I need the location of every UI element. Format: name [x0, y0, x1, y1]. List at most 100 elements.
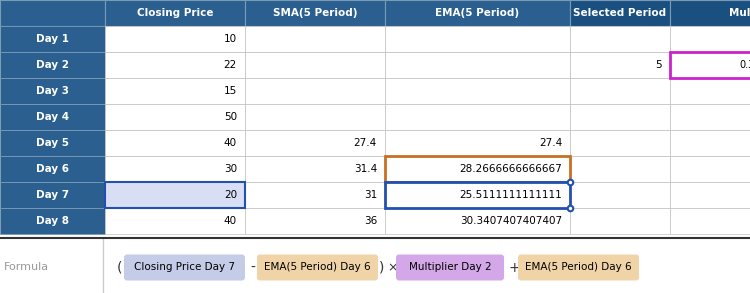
Bar — [570, 208, 670, 234]
FancyBboxPatch shape — [396, 255, 504, 280]
Bar — [670, 130, 750, 156]
Bar — [385, 104, 570, 130]
Bar — [0, 0, 105, 26]
Bar — [105, 78, 245, 104]
Bar — [570, 130, 670, 156]
Bar — [245, 104, 385, 130]
Text: Day 2: Day 2 — [36, 60, 69, 70]
Bar — [0, 26, 105, 52]
Bar — [105, 182, 245, 208]
Text: 30.3407407407407: 30.3407407407407 — [460, 216, 562, 226]
Text: Formula: Formula — [4, 263, 50, 272]
Text: ): ) — [379, 260, 384, 275]
Bar — [385, 156, 570, 182]
Text: Day 3: Day 3 — [36, 86, 69, 96]
Bar — [570, 52, 670, 78]
Text: Closing Price: Closing Price — [136, 8, 213, 18]
Bar — [105, 26, 245, 52]
Bar — [385, 0, 570, 26]
Bar — [105, 130, 245, 156]
Text: 31: 31 — [364, 190, 377, 200]
Bar — [105, 104, 245, 130]
Text: Day 6: Day 6 — [36, 164, 69, 174]
Bar — [385, 130, 570, 156]
Text: Multiplier Day 2: Multiplier Day 2 — [409, 263, 491, 272]
Bar — [0, 130, 105, 156]
Bar — [105, 156, 245, 182]
Text: +: + — [509, 260, 520, 275]
Bar — [670, 208, 750, 234]
Bar — [245, 156, 385, 182]
Text: Closing Price Day 7: Closing Price Day 7 — [134, 263, 235, 272]
Text: 15: 15 — [224, 86, 237, 96]
Text: Multiplier: Multiplier — [729, 8, 750, 18]
Text: Selected Period: Selected Period — [574, 8, 667, 18]
Text: 25.5111111111111: 25.5111111111111 — [459, 190, 562, 200]
Bar — [385, 182, 570, 208]
Bar — [385, 78, 570, 104]
Text: 0.333333333333333: 0.333333333333333 — [739, 60, 750, 70]
Text: 27.4: 27.4 — [354, 138, 377, 148]
Bar — [670, 52, 750, 78]
FancyBboxPatch shape — [518, 255, 639, 280]
Text: 50: 50 — [224, 112, 237, 122]
Bar — [670, 52, 750, 78]
Bar — [0, 104, 105, 130]
Text: 5: 5 — [656, 60, 662, 70]
Text: ×: × — [387, 261, 398, 274]
Bar — [670, 26, 750, 52]
Bar — [670, 104, 750, 130]
Text: 27.4: 27.4 — [538, 138, 562, 148]
Text: 40: 40 — [224, 216, 237, 226]
Bar — [570, 104, 670, 130]
Bar — [0, 52, 105, 78]
Bar — [245, 0, 385, 26]
Text: Day 4: Day 4 — [36, 112, 69, 122]
Text: EMA(5 Period) Day 6: EMA(5 Period) Day 6 — [525, 263, 632, 272]
Bar — [570, 0, 670, 26]
Bar — [570, 156, 670, 182]
Text: EMA(5 Period) Day 6: EMA(5 Period) Day 6 — [264, 263, 370, 272]
Bar — [385, 52, 570, 78]
Bar — [245, 26, 385, 52]
Text: 31.4: 31.4 — [354, 164, 377, 174]
Bar — [245, 208, 385, 234]
Bar — [105, 52, 245, 78]
FancyBboxPatch shape — [124, 255, 245, 280]
Bar — [245, 78, 385, 104]
Bar — [245, 130, 385, 156]
Text: 28.2666666666667: 28.2666666666667 — [459, 164, 562, 174]
Bar — [570, 26, 670, 52]
Bar — [570, 78, 670, 104]
Text: -: - — [250, 260, 255, 275]
Bar — [670, 156, 750, 182]
Bar — [570, 182, 670, 208]
Text: 10: 10 — [224, 34, 237, 44]
Text: 28.2666666666667: 28.2666666666667 — [459, 164, 562, 174]
Text: 20: 20 — [224, 190, 237, 200]
Text: 20: 20 — [224, 190, 237, 200]
Bar — [670, 0, 750, 26]
Bar — [245, 182, 385, 208]
Bar — [385, 208, 570, 234]
Bar — [670, 78, 750, 104]
Text: 22: 22 — [224, 60, 237, 70]
Bar — [105, 208, 245, 234]
Bar — [385, 26, 570, 52]
Bar — [385, 156, 570, 182]
Bar — [670, 182, 750, 208]
Text: 36: 36 — [364, 216, 377, 226]
Text: Day 5: Day 5 — [36, 138, 69, 148]
Bar — [105, 182, 245, 208]
Bar — [0, 156, 105, 182]
Text: Day 8: Day 8 — [36, 216, 69, 226]
Text: 25.5111111111111: 25.5111111111111 — [459, 190, 562, 200]
Text: Day 1: Day 1 — [36, 34, 69, 44]
Text: EMA(5 Period): EMA(5 Period) — [436, 8, 520, 18]
Text: 30: 30 — [224, 164, 237, 174]
Bar — [245, 52, 385, 78]
Bar — [0, 78, 105, 104]
Text: 0.333333333333333: 0.333333333333333 — [739, 60, 750, 70]
Text: SMA(5 Period): SMA(5 Period) — [273, 8, 357, 18]
Text: (: ( — [117, 260, 122, 275]
